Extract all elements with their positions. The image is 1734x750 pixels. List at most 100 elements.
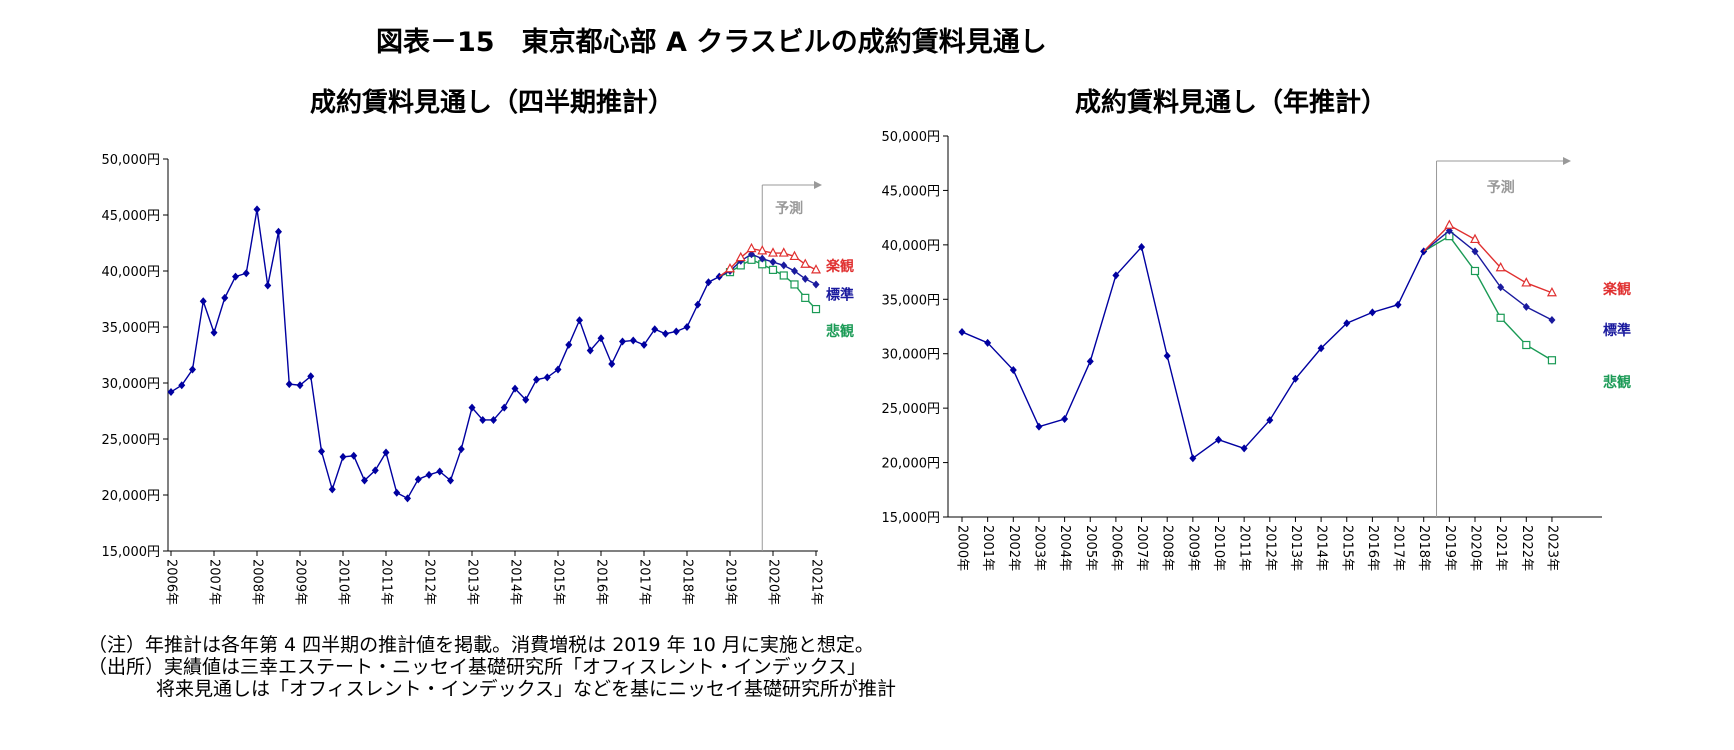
quarterly-point-actual <box>533 375 540 384</box>
quarterly-point-actual <box>199 297 207 306</box>
quarterly-point-actual <box>683 323 691 331</box>
quarterly-point-actual <box>253 205 261 214</box>
quarterly-point-actual <box>597 334 605 343</box>
quarterly-legend-standard: 標準 <box>826 286 854 303</box>
annual-y-tick-label: 40,000円 <box>882 239 941 254</box>
quarterly-point-actual <box>414 475 422 484</box>
annual-point-actual <box>984 338 992 347</box>
quarterly-point-actual <box>371 466 379 475</box>
annual-x-tick-label: 2022年 <box>1519 525 1534 571</box>
quarterly-point-actual <box>167 387 175 396</box>
annual-x-tick-label: 2021年 <box>1493 525 1508 571</box>
quarterly-series-line-standard <box>718 253 817 286</box>
annual-point-actual <box>1291 374 1299 383</box>
quarterly-point-actual <box>221 293 229 302</box>
annual-point-standard <box>1471 247 1479 256</box>
quarterly-forecast-arrowhead <box>814 181 822 189</box>
annual-x-tick-label: 2003年 <box>1031 525 1046 571</box>
annual-point-standard <box>1548 315 1556 324</box>
annual-legend-standard: 標準 <box>1603 322 1631 339</box>
quarterly-x-tick-label: 2014年 <box>508 559 523 605</box>
quarterly-point-actual <box>232 272 239 281</box>
quarterly-point-actual <box>264 281 272 290</box>
quarterly-x-tick-label: 2006年 <box>164 559 179 605</box>
annual-x-tick-label: 2001年 <box>980 525 995 571</box>
quarterly-x-tick-label: 2019年 <box>723 559 738 605</box>
quarterly-forecast-label: 予測 <box>775 200 803 217</box>
annual-y-tick-label: 45,000円 <box>882 184 941 199</box>
annual-y-tick-label: 20,000円 <box>882 457 941 472</box>
quarterly-point-pessimistic <box>801 293 810 302</box>
annual-point-actual <box>1163 351 1171 360</box>
quarterly-point-pessimistic <box>768 265 778 274</box>
page-title: 図表－15 東京都心部 A クラスビルの成約賃料見通し <box>376 27 1047 58</box>
annual-point-actual <box>1266 416 1274 425</box>
quarterly-point-actual <box>479 415 487 424</box>
annual-point-actual <box>1189 454 1197 463</box>
annual-point-actual <box>1240 444 1248 453</box>
quarterly-point-standard <box>812 280 820 289</box>
quarterly-x-tick-label: 2007年 <box>207 559 222 605</box>
quarterly-point-actual <box>565 340 573 349</box>
quarterly-series-line-pessimistic <box>718 259 817 310</box>
annual-x-tick-label: 2023年 <box>1544 525 1559 571</box>
annual-x-tick-label: 2002年 <box>1006 525 1021 571</box>
annual-x-tick-label: 2004年 <box>1057 525 1072 571</box>
quarterly-point-actual <box>554 365 562 374</box>
annual-point-pessimistic <box>1522 340 1531 350</box>
quarterly-y-tick-label: 50,000円 <box>102 153 161 168</box>
annual-point-standard <box>1497 283 1505 292</box>
annual-x-tick-label: 2017年 <box>1391 525 1406 571</box>
quarterly-point-actual <box>586 346 594 355</box>
annual-x-tick-label: 2015年 <box>1339 525 1354 571</box>
quarterly-y-tick-label: 45,000円 <box>102 209 161 224</box>
quarterly-point-actual <box>296 381 304 390</box>
quarterly-point-actual <box>619 337 626 346</box>
annual-x-tick-label: 2020年 <box>1468 525 1483 571</box>
quarterly-point-standard <box>769 258 777 267</box>
quarterly-y-tick-label: 25,000円 <box>102 433 161 448</box>
quarterly-point-actual <box>339 452 347 461</box>
annual-point-optimistic <box>1495 261 1506 272</box>
annual-point-standard <box>1522 302 1530 311</box>
annual-point-actual <box>1215 435 1222 444</box>
quarterly-point-actual <box>608 359 616 368</box>
quarterly-point-actual <box>210 328 218 337</box>
quarterly-point-actual <box>307 372 315 381</box>
annual-forecast-label: 予測 <box>1487 179 1515 196</box>
annual-x-tick-label: 2000年 <box>955 525 970 571</box>
quarterly-x-tick-label: 2010年 <box>336 559 351 605</box>
quarterly-point-actual <box>275 227 282 236</box>
quarterly-point-actual <box>576 316 583 325</box>
quarterly-point-actual <box>242 269 250 278</box>
quarterly-point-actual <box>350 451 358 460</box>
quarterly-series-line-actual <box>170 209 720 500</box>
annual-x-tick-label: 2011年 <box>1237 525 1252 571</box>
quarterly-x-tick-label: 2017年 <box>637 559 652 605</box>
annual-point-optimistic <box>1546 286 1557 297</box>
quarterly-x-tick-label: 2008年 <box>250 559 265 605</box>
annual-point-pessimistic <box>1547 356 1557 365</box>
quarterly-point-actual <box>662 329 669 338</box>
quarterly-point-actual <box>404 494 411 503</box>
annual-chart-title: 成約賃料見通し（年推計） <box>1075 88 1388 118</box>
quarterly-point-optimistic <box>725 262 735 273</box>
quarterly-y-tick-label: 40,000円 <box>102 265 161 280</box>
quarterly-point-optimistic <box>735 251 746 262</box>
quarterly-x-tick-label: 2015年 <box>551 559 566 605</box>
quarterly-y-tick-label: 30,000円 <box>102 377 161 392</box>
annual-series-line-pessimistic <box>1423 235 1553 361</box>
quarterly-point-actual <box>425 470 433 479</box>
annual-forecast-arrowhead <box>1563 157 1571 165</box>
quarterly-point-actual <box>672 327 680 336</box>
annual-point-actual <box>1317 344 1325 353</box>
annual-point-actual <box>1138 243 1146 252</box>
quarterly-point-optimistic <box>789 250 800 261</box>
quarterly-point-actual <box>328 485 336 494</box>
quarterly-point-actual <box>178 381 186 390</box>
quarterly-point-actual <box>447 476 454 485</box>
annual-legend-pessimistic: 悲観 <box>1603 374 1631 391</box>
quarterly-point-pessimistic <box>779 271 788 280</box>
quarterly-point-actual <box>436 467 444 476</box>
